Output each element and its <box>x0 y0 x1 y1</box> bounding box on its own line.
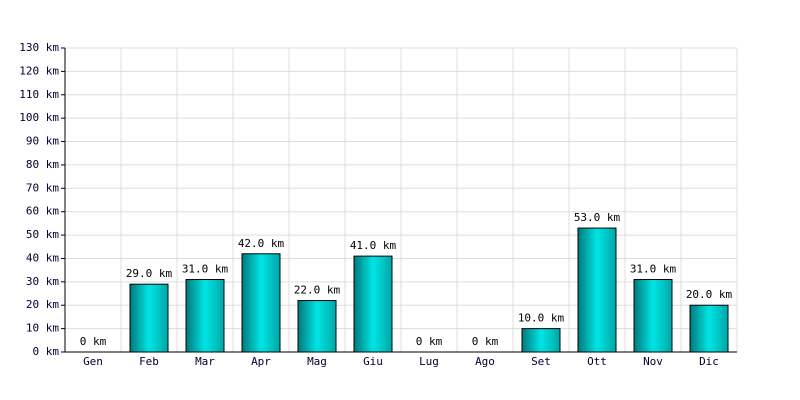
value-label: 0 km <box>416 335 443 348</box>
x-tick-label: Mag <box>307 355 327 368</box>
x-tick-label: Nov <box>643 355 663 368</box>
y-tick-label: 20 km <box>26 298 59 311</box>
bar <box>521 328 561 353</box>
x-tick-label: Apr <box>251 355 271 368</box>
value-label: 31.0 km <box>630 263 677 276</box>
value-label: 22.0 km <box>294 284 341 297</box>
y-tick-label: 50 km <box>26 228 59 241</box>
y-tick-label: 130 km <box>19 41 59 54</box>
y-tick-label: 70 km <box>26 181 59 194</box>
y-tick-label: 120 km <box>19 64 59 77</box>
x-tick-label: Ott <box>587 355 607 368</box>
bar <box>129 283 169 353</box>
x-tick-label: Feb <box>139 355 159 368</box>
bar <box>689 304 729 353</box>
y-tick-label: 40 km <box>26 251 59 264</box>
x-tick-label: Giu <box>363 355 383 368</box>
value-label: 10.0 km <box>518 312 565 325</box>
bar <box>241 253 281 353</box>
y-tick-label: 0 km <box>33 345 60 358</box>
x-tick-label: Dic <box>699 355 719 368</box>
y-tick-label: 90 km <box>26 135 59 148</box>
value-label: 31.0 km <box>182 263 229 276</box>
y-tick-label: 30 km <box>26 275 59 288</box>
y-tick-label: 100 km <box>19 111 59 124</box>
bar <box>353 255 393 353</box>
x-tick-label: Gen <box>83 355 103 368</box>
y-tick-label: 10 km <box>26 322 59 335</box>
y-tick-label: 80 km <box>26 158 59 171</box>
value-label: 0 km <box>80 335 107 348</box>
bar <box>577 227 617 353</box>
y-tick-label: 60 km <box>26 205 59 218</box>
x-tick-label: Mar <box>195 355 215 368</box>
value-label: 42.0 km <box>238 237 285 250</box>
bar <box>297 300 337 353</box>
bar <box>633 279 673 353</box>
x-tick-label: Ago <box>475 355 495 368</box>
value-label: 29.0 km <box>126 267 173 280</box>
y-tick-label: 110 km <box>19 88 59 101</box>
value-label: 20.0 km <box>686 288 733 301</box>
value-label: 41.0 km <box>350 239 397 252</box>
value-label: 0 km <box>472 335 499 348</box>
value-label: 53.0 km <box>574 211 621 224</box>
x-tick-label: Lug <box>419 355 439 368</box>
x-tick-label: Set <box>531 355 551 368</box>
bar <box>185 279 225 353</box>
